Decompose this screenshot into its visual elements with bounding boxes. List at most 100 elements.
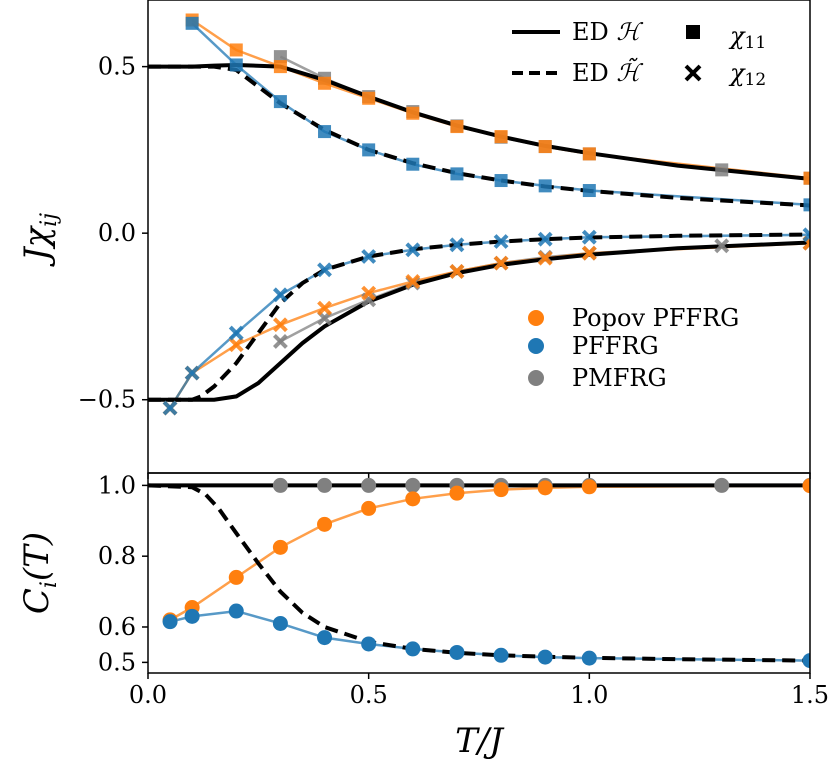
pffrg-point [449, 644, 465, 660]
popov-pffrg-12-point [317, 300, 332, 316]
susceptibility-ytick-label: 0.0 [98, 219, 136, 247]
pffrg-11-point [538, 179, 552, 193]
popov-pffrg-11-point [318, 76, 332, 90]
legend-popov-marker-icon [528, 310, 544, 326]
method-legend: Popov PFFRG PFFRG PMFRG [528, 304, 739, 392]
pffrg-12-point [272, 287, 288, 303]
legend-pmfrg-label: PMFRG [572, 364, 667, 392]
ci-ytick-label: 0.6 [98, 613, 136, 641]
ci-ytick-label: 0.8 [98, 542, 136, 570]
popov-pffrg-12-point [493, 255, 509, 271]
xtick-label: 0.0 [129, 681, 167, 709]
pffrg-point [184, 608, 200, 624]
pffrg-point [581, 650, 597, 666]
popov-pffrg-12-point [361, 285, 377, 301]
pmfrg-point [317, 477, 333, 493]
pffrg-12-point [228, 325, 244, 341]
popov-pffrg-11-point [803, 171, 810, 185]
pffrg-11-point [803, 198, 810, 212]
popov-pffrg-point [537, 480, 553, 496]
popov-pffrg-line [169, 484, 810, 621]
ed-htilde-line [148, 483, 810, 663]
pffrg-11-point [362, 143, 376, 157]
ed-h-12-line [148, 240, 810, 402]
pffrg-11-point [406, 157, 420, 171]
pffrg-point [493, 647, 509, 663]
susceptibility-ytick-label: −0.5 [78, 386, 136, 414]
ed-legend: ED ℋ ED ℋ̃ χ11 χ12 [512, 18, 766, 90]
x-axis-label: T/J [455, 721, 505, 761]
pffrg-point [228, 603, 244, 619]
ed-h-11-line [148, 62, 810, 181]
legend-x-marker-icon [684, 64, 702, 82]
pffrg-11-point [582, 184, 596, 198]
ci-panel: 0.5 0.6 0.8 1.0 0.0 0.5 1.0 1.5 Ci(T) T/J [17, 471, 829, 761]
pffrg-point [405, 641, 421, 657]
pffrg-11-point [229, 58, 243, 72]
ci-y-label: Ci(T) [17, 532, 62, 614]
popov-pffrg-11-point [450, 120, 464, 134]
pmfrg-11-point [273, 50, 287, 64]
popov-pffrg-point [361, 500, 377, 516]
susceptibility-markers [162, 13, 810, 416]
popov-pffrg-point [228, 569, 244, 585]
legend-popov-label: Popov PFFRG [572, 304, 739, 332]
susceptibility-panel: 0.5 0.0 −0.5 Jχij ED ℋ ED ℋ̃ χ11 χ12 Popov… [17, 0, 811, 479]
ci-markers [162, 477, 810, 669]
pffrg-point [162, 614, 178, 630]
xtick-label: 1.0 [570, 681, 608, 709]
legend-square-marker-icon [686, 25, 700, 39]
popov-pffrg-11-point [494, 130, 508, 144]
popov-pffrg-11-point [538, 140, 552, 154]
popov-pffrg-11-point [362, 91, 376, 105]
pffrg-point [317, 630, 333, 646]
popov-pffrg-11-point [229, 43, 243, 57]
pffrg-point [272, 615, 288, 631]
x-ticks: 0.0 0.5 1.0 1.5 [129, 673, 829, 709]
susceptibility-plot-area [148, 18, 810, 409]
popov-pffrg-12-point [581, 245, 597, 261]
pmfrg-11-point [715, 163, 729, 177]
pffrg-12-point [493, 234, 509, 249]
ci-ytick-label: 0.5 [98, 648, 136, 676]
susceptibility-y-ticks: 0.5 0.0 −0.5 [78, 53, 811, 479]
popov-pffrg-12-point [228, 337, 244, 353]
susceptibility-y-label: Jχij [17, 213, 62, 267]
popov-pffrg-point [493, 482, 509, 498]
pffrg-12-point [405, 242, 421, 258]
pffrg-11-point [494, 174, 508, 188]
pmfrg-point [714, 477, 730, 493]
pmfrg-point [405, 477, 421, 493]
pffrg-point [802, 653, 810, 669]
pffrg-point [537, 649, 553, 665]
pffrg-11-point [273, 95, 287, 109]
popov-pffrg-point [317, 516, 333, 532]
popov-pffrg-point [449, 485, 465, 501]
popov-pffrg-point [581, 479, 597, 495]
popov-pffrg-point [802, 478, 810, 494]
pffrg-12-point [361, 249, 377, 264]
legend-chi11-label: χ11 [728, 22, 766, 53]
pffrg-11-point [450, 167, 464, 181]
popov-pffrg-point [272, 539, 288, 555]
pmfrg-12-point [272, 334, 288, 349]
ci-y-ticks: 0.5 0.6 0.8 1.0 [98, 471, 148, 676]
legend-ed-htilde-label: ED ℋ̃ [572, 58, 643, 87]
legend-pmfrg-marker-icon [528, 370, 544, 386]
ci-ytick-label: 1.0 [98, 471, 136, 499]
ed-htilde-11-line [148, 64, 810, 208]
popov-pffrg-point [405, 491, 421, 507]
pffrg-12-point [581, 229, 597, 245]
susceptibility-ytick-label: 0.5 [98, 53, 136, 81]
legend-chi12-label: χ12 [728, 59, 766, 90]
pffrg-12-point [162, 400, 178, 416]
pffrg-12-point [449, 237, 465, 253]
legend-pffrg-marker-icon [528, 338, 544, 354]
pffrg-point [361, 636, 377, 652]
xtick-label: 1.5 [791, 681, 829, 709]
popov-pffrg-11-point [406, 106, 420, 120]
popov-pffrg-11-point [582, 147, 596, 161]
pmfrg-point [361, 477, 377, 493]
legend-pffrg-label: PFFRG [572, 332, 659, 360]
